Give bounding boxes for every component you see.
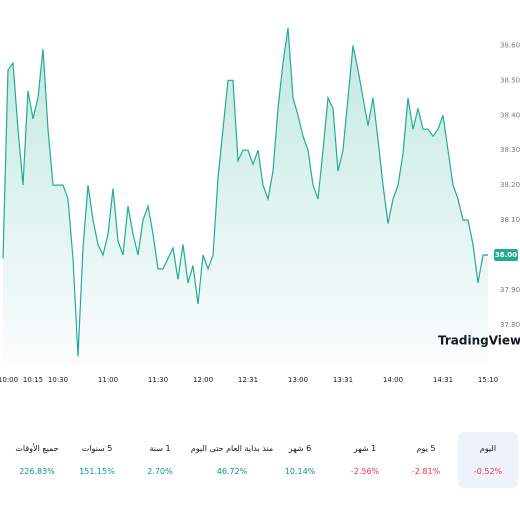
tab-change: 46.72%: [216, 467, 248, 476]
tab-label: اليوم: [479, 444, 497, 453]
y-tick-label: 38.40: [500, 111, 520, 119]
tab-label: 6 شهر: [288, 444, 312, 453]
tab-change: -2.81%: [411, 467, 441, 476]
x-tick-label: 13:00: [288, 376, 308, 384]
tab-change: -2.56%: [350, 467, 380, 476]
tab-label: 5 يوم: [416, 444, 436, 453]
tab-change: 226.83%: [19, 467, 55, 476]
period-tab[interactable]: 1 شهر -2.56%: [335, 432, 395, 488]
last-price-box: [494, 248, 518, 261]
x-tick-label: 13:31: [333, 376, 353, 384]
tab-change: 10.14%: [284, 467, 316, 476]
tab-label: 1 سنة: [149, 444, 171, 453]
tab-change: 151.15%: [79, 467, 115, 476]
y-tick-label: 38.10: [500, 216, 520, 224]
chart: TradingView 37.8037.9038.1038.2038.3038.…: [0, 27, 520, 384]
x-tick-label: 11:00: [98, 376, 118, 384]
y-tick-label: 38.50: [500, 76, 520, 84]
x-tick-label: 15:10: [478, 376, 498, 384]
x-tick-label: 10:15: [23, 376, 43, 384]
tab-label: جميع الأوقات: [15, 444, 59, 453]
tab-label: 1 شهر: [353, 444, 377, 453]
y-tick-label: 38.60: [500, 41, 520, 49]
area: [3, 27, 488, 366]
x-tick-label: 12:00: [193, 376, 213, 384]
x-tick-label: 14:00: [383, 376, 403, 384]
tab-change: -0.52%: [473, 467, 503, 476]
x-tick-label: 14:31: [433, 376, 453, 384]
x-tick-label: 11:30: [148, 376, 168, 384]
y-tick-label: 38.20: [500, 181, 520, 189]
period-tab[interactable]: 5 يوم -2.81%: [396, 432, 456, 488]
tab-label: منذ بداية العام حتى اليوم: [190, 444, 274, 453]
period-tab[interactable]: 5 سنوات 151.15%: [67, 432, 127, 488]
tab-label: 5 سنوات: [81, 444, 113, 453]
period-tab[interactable]: 6 شهر 10.14%: [270, 432, 330, 488]
last-price-label: 38.00: [495, 251, 517, 259]
y-tick-label: 38.30: [500, 146, 520, 154]
tab-change: 2.70%: [147, 467, 173, 476]
price-line: [2, 27, 488, 357]
y-tick-label: 37.80: [500, 321, 520, 329]
y-tick-label: 37.90: [500, 286, 520, 294]
x-tick-label: 10:30: [48, 376, 68, 384]
period-tab[interactable]: 1 سنة 2.70%: [130, 432, 190, 488]
period-tab[interactable]: اليوم -0.52%: [458, 432, 518, 488]
x-tick-label: 12:31: [238, 376, 258, 384]
period-tab[interactable]: جميع الأوقات 226.83%: [7, 432, 67, 488]
period-tab[interactable]: منذ بداية العام حتى اليوم 46.72%: [190, 432, 274, 488]
x-tick-label: 10:00: [0, 376, 18, 384]
